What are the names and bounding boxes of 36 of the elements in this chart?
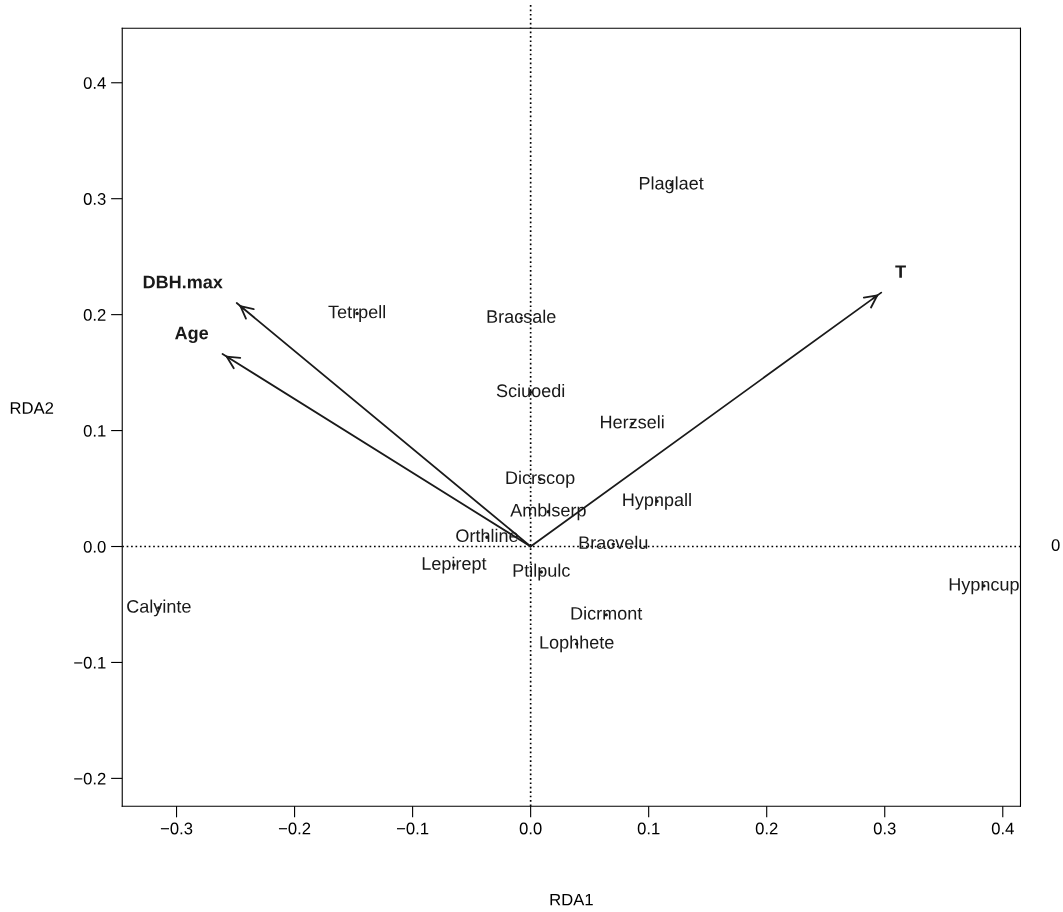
y-axis-title: RDA2 — [10, 402, 54, 414]
data-label: Lophhete — [540, 635, 614, 653]
y-tick-label: 0.0 — [83, 540, 106, 553]
ref-line-label: 0 — [1051, 539, 1060, 551]
x-tick-label: −0.2 — [278, 822, 311, 835]
x-tick-label: 0.1 — [637, 822, 660, 835]
series-label: Age — [175, 326, 209, 344]
data-label: Tetrpell — [328, 305, 386, 322]
x-axis-title: RDA1 — [550, 893, 593, 906]
data-label: Sciuoedi — [496, 383, 565, 398]
x-tick-label: 0.2 — [755, 822, 778, 835]
data-label: Lepirept — [422, 556, 487, 574]
data-label: Bracsale — [487, 309, 556, 323]
data-label: Orthline — [456, 528, 518, 543]
y-tick-label: 0.4 — [83, 77, 106, 89]
y-tick-label: 0.1 — [83, 424, 106, 437]
y-tick-label: −0.1 — [74, 656, 106, 669]
data-label: Dicrmont — [571, 606, 643, 620]
x-tick-label: 0.4 — [991, 822, 1014, 835]
x-tick-label: −0.3 — [160, 822, 193, 835]
series-label: T — [895, 265, 906, 278]
data-label: Dicrscop — [506, 470, 575, 488]
data-label: Plaglaet — [639, 176, 704, 194]
y-tick-label: 0.3 — [83, 193, 106, 205]
data-label: Ptilpulc — [513, 563, 570, 581]
y-tick-label: −0.2 — [74, 772, 106, 785]
data-label: Bracvelu — [579, 535, 648, 550]
data-label: Calyinte — [127, 599, 191, 617]
series-label: DBH.max — [143, 275, 223, 289]
data-label: Hypnpall — [623, 492, 691, 510]
y-tick-label: 0.2 — [83, 309, 106, 321]
x-tick-label: −0.1 — [396, 822, 429, 835]
data-label: Hypncup — [949, 578, 1019, 595]
data-label: Herzseli — [601, 415, 664, 429]
x-tick-label: 0.3 — [873, 822, 896, 835]
x-tick-label: 0.0 — [519, 822, 542, 835]
